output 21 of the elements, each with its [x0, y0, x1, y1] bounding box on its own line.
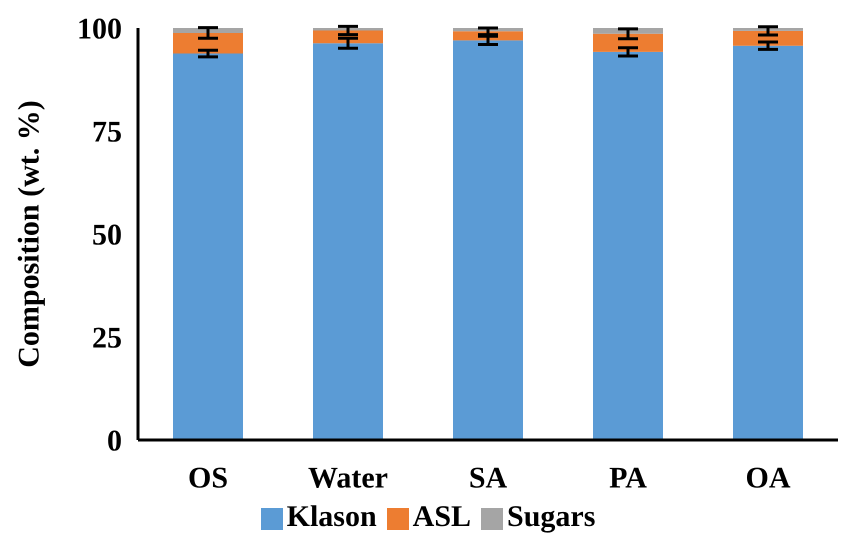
bar: [733, 28, 803, 31]
y-tick-label: 50: [92, 218, 122, 252]
y-tick-label: 100: [77, 12, 122, 46]
y-tick-label: 25: [92, 322, 122, 355]
bar: [453, 40, 523, 440]
y-tick-label: 75: [92, 116, 122, 149]
x-tick-label: PA: [609, 461, 648, 494]
y-tick-label: 0: [107, 424, 122, 458]
bar: [173, 28, 243, 33]
legend-label: ASL: [412, 500, 472, 533]
legend-label: Sugars: [507, 500, 596, 533]
legend-label: Klason: [286, 500, 377, 533]
y-axis-title: Composition (wt. %): [12, 100, 46, 368]
bar: [593, 52, 663, 440]
x-tick-label: OS: [188, 461, 228, 494]
bar: [173, 54, 243, 440]
bar: [313, 43, 383, 440]
x-tick-label: Water: [308, 461, 388, 494]
x-tick-label: OA: [746, 461, 791, 494]
bar: [733, 46, 803, 440]
x-tick-label: SA: [468, 461, 508, 494]
